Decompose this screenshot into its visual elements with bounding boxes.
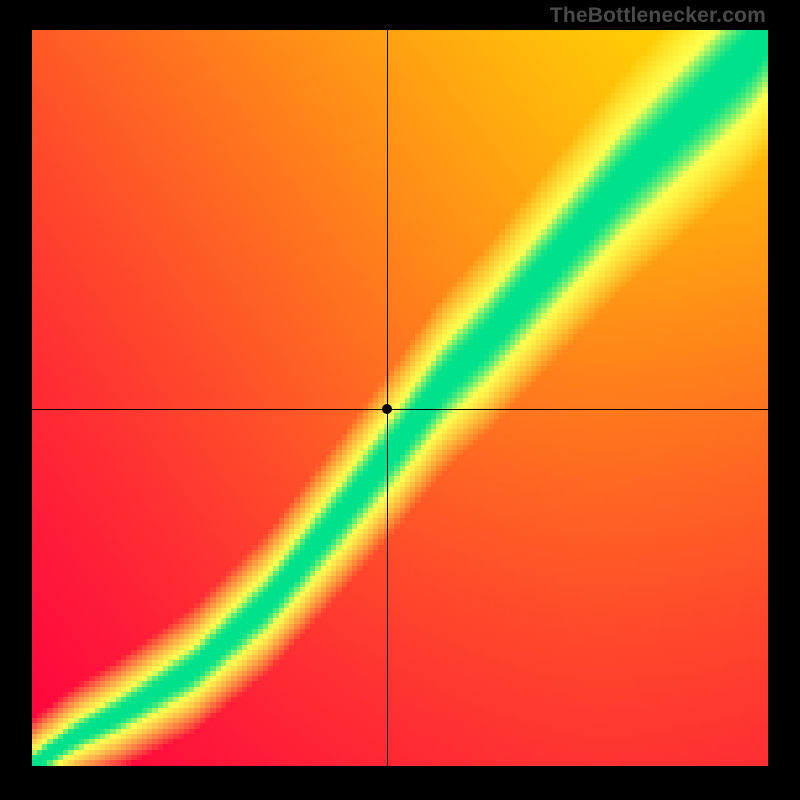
watermark-text: TheBottlenecker.com — [550, 4, 766, 28]
crosshair-horizontal — [32, 409, 768, 410]
crosshair-marker — [382, 404, 392, 414]
chart-container: TheBottlenecker.com — [0, 0, 800, 800]
plot-area — [32, 30, 768, 766]
heatmap-canvas — [32, 30, 768, 766]
crosshair-vertical — [387, 30, 388, 766]
